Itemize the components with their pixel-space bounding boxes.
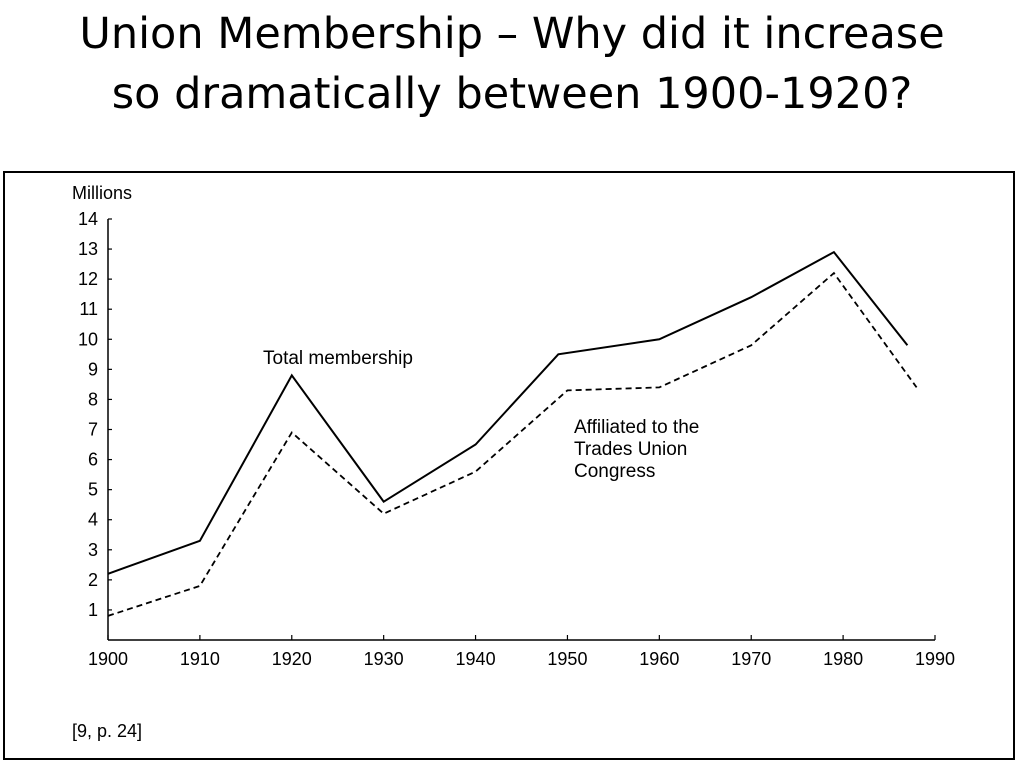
annotation-tuc-line-3: Congress bbox=[574, 461, 655, 482]
y-tick-label-3: 3 bbox=[88, 540, 98, 560]
x-tick-label-1990: 1990 bbox=[915, 649, 955, 669]
y-tick-label-5: 5 bbox=[88, 480, 98, 500]
slide-title-line-2: so dramatically between 1900-1920? bbox=[111, 69, 913, 119]
y-tick-label-1: 1 bbox=[88, 600, 98, 620]
chart-series-layer bbox=[107, 250, 918, 617]
y-tick-label-9: 9 bbox=[88, 359, 98, 379]
slide-title: Union Membership – Why did it increase s… bbox=[0, 4, 1024, 124]
y-axis-label: Millions bbox=[72, 183, 132, 203]
x-tick-label-1920: 1920 bbox=[272, 649, 312, 669]
annotation-tuc-line-2: Trades Union bbox=[574, 439, 687, 460]
y-tick-label-11: 11 bbox=[79, 299, 98, 319]
x-tick-label-1970: 1970 bbox=[731, 649, 771, 669]
y-tick-label-4: 4 bbox=[88, 510, 98, 530]
y-tick-label-2: 2 bbox=[88, 570, 98, 590]
annotation-tuc-line-1: Affiliated to the bbox=[574, 417, 699, 438]
y-tick-label-12: 12 bbox=[78, 269, 98, 289]
source-note: [9, p. 24] bbox=[72, 721, 142, 741]
chart-text-layer: Millions Total membership Affiliated to … bbox=[72, 183, 699, 741]
series-line-1 bbox=[107, 271, 918, 617]
slide-title-line-1: Union Membership – Why did it increase bbox=[79, 9, 945, 59]
y-tick-label-10: 10 bbox=[78, 329, 98, 349]
x-tick-label-1960: 1960 bbox=[639, 649, 679, 669]
x-tick-label-1980: 1980 bbox=[823, 649, 863, 669]
annotation-total-membership: Total membership bbox=[263, 348, 413, 369]
y-tick-label-7: 7 bbox=[88, 420, 98, 440]
y-tick-label-14: 14 bbox=[78, 209, 98, 229]
x-tick-label-1930: 1930 bbox=[364, 649, 404, 669]
series-line-0 bbox=[107, 250, 909, 575]
y-tick-label-8: 8 bbox=[88, 389, 98, 409]
x-tick-label-1940: 1940 bbox=[456, 649, 496, 669]
x-tick-label-1900: 1900 bbox=[88, 649, 128, 669]
x-tick-label-1910: 1910 bbox=[180, 649, 220, 669]
x-tick-label-1950: 1950 bbox=[547, 649, 587, 669]
y-tick-label-6: 6 bbox=[88, 450, 98, 470]
y-tick-label-13: 13 bbox=[78, 239, 98, 259]
